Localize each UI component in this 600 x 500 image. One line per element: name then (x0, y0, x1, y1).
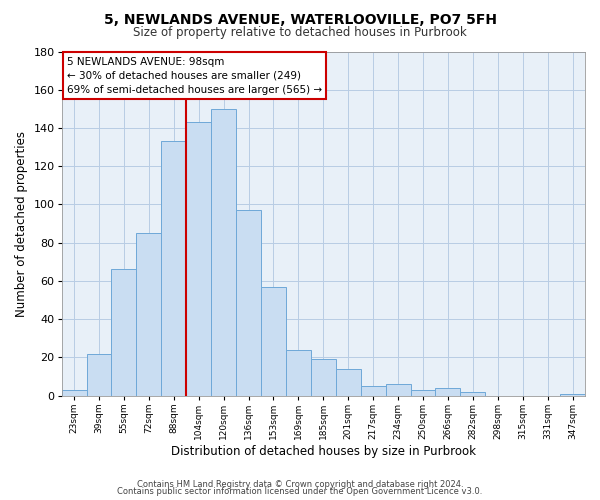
Text: Size of property relative to detached houses in Purbrook: Size of property relative to detached ho… (133, 26, 467, 39)
Bar (410, 390, 436, 396)
Y-axis label: Number of detached properties: Number of detached properties (15, 130, 28, 316)
Text: Contains HM Land Registry data © Crown copyright and database right 2024.: Contains HM Land Registry data © Crown c… (137, 480, 463, 489)
Bar (560, 394, 585, 396)
Bar (311, 360, 336, 396)
Bar (186, 122, 211, 396)
Bar (361, 386, 386, 396)
Bar (336, 369, 361, 396)
Bar (386, 384, 410, 396)
Bar (286, 350, 311, 396)
Bar (62, 390, 86, 396)
Bar (86, 354, 112, 396)
Bar (136, 233, 161, 396)
Bar (161, 142, 186, 396)
Bar (460, 392, 485, 396)
Text: Contains public sector information licensed under the Open Government Licence v3: Contains public sector information licen… (118, 488, 482, 496)
Bar (211, 109, 236, 396)
Text: 5 NEWLANDS AVENUE: 98sqm
← 30% of detached houses are smaller (249)
69% of semi-: 5 NEWLANDS AVENUE: 98sqm ← 30% of detach… (67, 56, 322, 94)
Text: 5, NEWLANDS AVENUE, WATERLOOVILLE, PO7 5FH: 5, NEWLANDS AVENUE, WATERLOOVILLE, PO7 5… (104, 12, 497, 26)
Bar (261, 286, 286, 396)
Bar (236, 210, 261, 396)
X-axis label: Distribution of detached houses by size in Purbrook: Distribution of detached houses by size … (171, 444, 476, 458)
Bar (112, 270, 136, 396)
Bar (436, 388, 460, 396)
